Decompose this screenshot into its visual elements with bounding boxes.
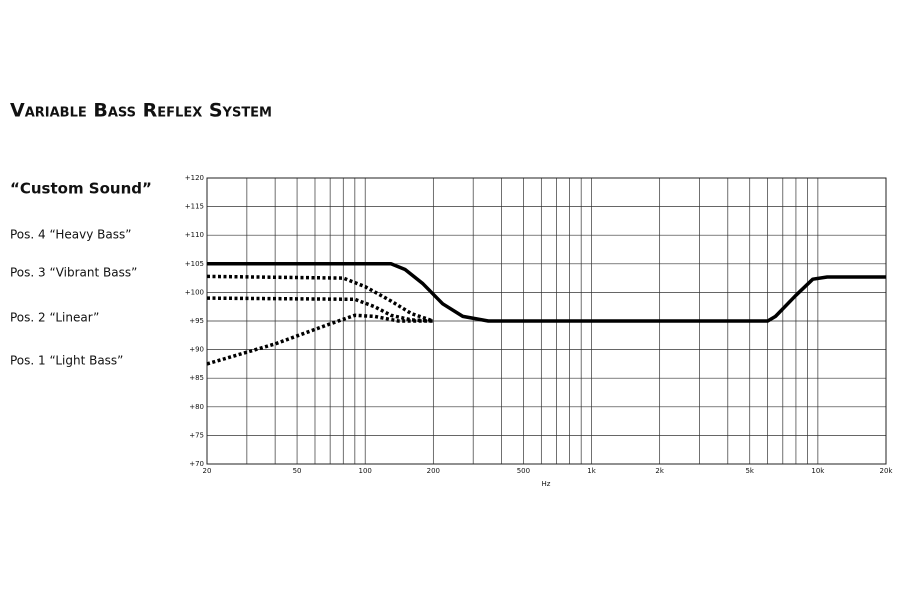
x-tick-label: 10k (811, 467, 825, 475)
chart-subtitle: “Custom Sound” (10, 180, 152, 198)
x-tick-label: 500 (517, 467, 530, 475)
x-tick-label: 20 (203, 467, 212, 475)
x-tick-label: 5k (745, 467, 754, 475)
chart-title: Variable Bass Reflex System (10, 100, 272, 122)
legend-label: Pos. 2 “Linear” (10, 311, 99, 325)
y-tick-label: +90 (189, 346, 204, 354)
legend-label: Pos. 4 “Heavy Bass” (10, 228, 131, 242)
series-line (206, 296, 434, 323)
legend-label: Pos. 3 “Vibrant Bass” (10, 266, 137, 280)
series-line (206, 274, 434, 323)
x-tick-label: 200 (427, 467, 440, 475)
y-tick-label: +75 (189, 431, 204, 439)
x-tick-label: 1k (587, 467, 596, 475)
y-tick-label: +70 (189, 460, 204, 468)
y-tick-label: +95 (189, 317, 204, 325)
series-line (206, 313, 434, 366)
y-tick-label: +105 (185, 260, 204, 268)
x-tick-label: 2k (655, 467, 664, 475)
legend-label: Pos. 1 “Light Bass” (10, 354, 123, 368)
x-tick-label: 50 (293, 467, 302, 475)
y-tick-label: +120 (185, 174, 204, 182)
y-tick-label: +85 (189, 374, 204, 382)
x-axis-label: Hz (542, 480, 551, 488)
y-tick-label: +100 (185, 288, 204, 296)
x-tick-label: 100 (359, 467, 372, 475)
x-tick-label: 20k (880, 467, 894, 475)
plot-frame (206, 177, 887, 465)
y-tick-label: +110 (185, 231, 204, 239)
y-tick-label: +80 (189, 403, 204, 411)
series-line (207, 262, 886, 323)
y-tick-label: +115 (185, 203, 204, 211)
